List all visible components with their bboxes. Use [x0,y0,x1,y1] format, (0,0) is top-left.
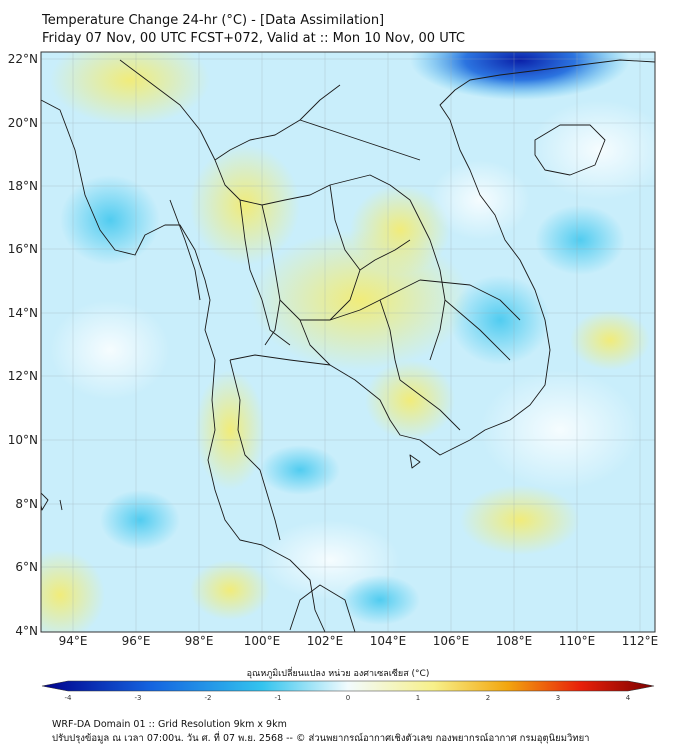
lon-label: 106°E [433,634,470,648]
colorbar-tick-label: 3 [556,694,560,702]
colorbar-tick-labels: -4 -3 -2 -1 0 1 2 3 4 [65,694,631,702]
footer-line-1: WRF-DA Domain 01 :: Grid Resolution 9km … [52,719,287,730]
lat-label: 6°N [15,560,38,574]
lat-label: 22°N [8,52,38,66]
lat-label: 16°N [8,242,38,256]
lon-axis-labels: 94°E 96°E 98°E 100°E 102°E 104°E 106°E 1… [59,634,659,648]
title-line-1: Temperature Change 24-hr (°C) - [Data As… [42,13,385,28]
lon-label: 102°E [307,634,344,648]
colorbar-title: อุณหภูมิเปลี่ยนแปลง หน่วย องศาเซลเซียส (… [246,669,430,679]
colorbar-tick-label: -4 [65,694,73,702]
colorbar-tick-label: 2 [486,694,490,702]
title-line-2: Friday 07 Nov, 00 UTC FCST+072, Valid at… [42,31,465,46]
lat-label: 12°N [8,369,38,383]
lon-label: 108°E [496,634,533,648]
lon-label: 100°E [244,634,281,648]
lon-label: 112°E [622,634,659,648]
lat-label: 14°N [8,306,38,320]
lat-axis-labels: 22°N 20°N 18°N 16°N 14°N 12°N 10°N 8°N 6… [8,52,38,638]
footer-line-2: ปรับปรุงข้อมูล ณ เวลา 07:00น. วัน ศ. ที่… [52,733,590,744]
graticule [41,52,655,632]
lon-label: 96°E [122,634,151,648]
lon-label: 94°E [59,634,88,648]
colorbar-tick-label: 1 [416,694,420,702]
lon-label: 110°E [559,634,596,648]
colorbar-gradient [41,680,655,692]
coastlines-and-borders [41,59,655,632]
lon-label: 104°E [370,634,407,648]
temperature-field [41,52,655,632]
map-frame [40,51,656,633]
chart-title: Temperature Change 24-hr (°C) - [Data As… [42,12,465,48]
lat-label: 18°N [8,179,38,193]
colorbar-tick-label: -3 [135,694,142,702]
lat-label: 20°N [8,116,38,130]
lat-label: 10°N [8,433,38,447]
lat-label: 8°N [15,497,38,511]
footer: WRF-DA Domain 01 :: Grid Resolution 9km … [52,718,589,746]
colorbar-tick-label: -2 [205,694,212,702]
colorbar-tick-label: -1 [275,694,282,702]
lat-label: 4°N [15,624,38,638]
colorbar-tick-label: 0 [346,694,350,702]
lon-label: 98°E [185,634,214,648]
colorbar-tick-label: 4 [626,694,631,702]
colorbar: -4 -3 -2 -1 0 1 2 3 4 [41,680,655,702]
